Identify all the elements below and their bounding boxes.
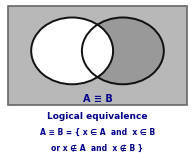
Circle shape — [31, 17, 113, 84]
Text: A ≡ B: A ≡ B — [83, 94, 112, 104]
Text: A ≡ B = { x ∈ A  and  x ∈ B: A ≡ B = { x ∈ A and x ∈ B — [40, 128, 155, 136]
Bar — [8, 6, 187, 105]
Text: Logical equivalence: Logical equivalence — [47, 112, 148, 121]
Text: or x ∉ A  and  x ∉ B }: or x ∉ A and x ∉ B } — [51, 143, 144, 152]
Circle shape — [82, 17, 164, 84]
Polygon shape — [98, 17, 164, 84]
